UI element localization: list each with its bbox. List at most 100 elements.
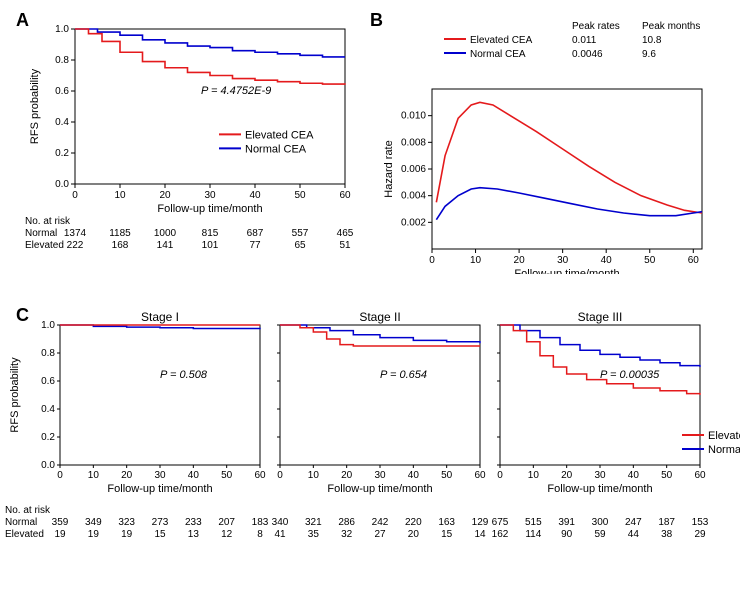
- svg-text:0.0: 0.0: [41, 460, 55, 471]
- svg-text:Elevated: Elevated: [25, 240, 64, 251]
- svg-text:323: 323: [118, 517, 135, 528]
- svg-text:30: 30: [557, 255, 569, 266]
- svg-text:30: 30: [204, 190, 216, 201]
- svg-text:0.002: 0.002: [401, 217, 426, 228]
- svg-text:32: 32: [341, 529, 353, 540]
- svg-text:1374: 1374: [64, 228, 87, 239]
- svg-text:40: 40: [601, 255, 613, 266]
- svg-text:Stage III: Stage III: [578, 310, 623, 324]
- svg-text:15: 15: [441, 529, 453, 540]
- svg-text:10: 10: [528, 470, 540, 481]
- svg-text:183: 183: [252, 517, 269, 528]
- svg-text:222: 222: [67, 240, 84, 251]
- svg-text:40: 40: [188, 470, 200, 481]
- svg-text:12: 12: [221, 529, 233, 540]
- svg-text:Follow-up time/month: Follow-up time/month: [327, 483, 432, 495]
- svg-text:0.008: 0.008: [401, 137, 426, 148]
- svg-text:0.011: 0.011: [572, 35, 597, 46]
- svg-text:Stage I: Stage I: [141, 310, 179, 324]
- svg-text:19: 19: [121, 529, 133, 540]
- svg-text:687: 687: [247, 228, 264, 239]
- svg-text:30: 30: [594, 470, 606, 481]
- svg-text:19: 19: [88, 529, 100, 540]
- svg-text:Normal: Normal: [5, 517, 37, 528]
- svg-text:300: 300: [592, 517, 609, 528]
- svg-text:815: 815: [202, 228, 219, 239]
- svg-text:0.6: 0.6: [55, 86, 69, 97]
- svg-text:0.6: 0.6: [41, 376, 55, 387]
- svg-text:286: 286: [338, 517, 355, 528]
- svg-text:77: 77: [249, 240, 261, 251]
- svg-text:168: 168: [112, 240, 129, 251]
- svg-text:163: 163: [438, 517, 455, 528]
- svg-text:50: 50: [294, 190, 306, 201]
- svg-text:129: 129: [472, 517, 489, 528]
- svg-text:10.8: 10.8: [642, 35, 662, 46]
- svg-text:65: 65: [294, 240, 306, 251]
- svg-text:No. at risk: No. at risk: [25, 216, 71, 227]
- svg-text:233: 233: [185, 517, 202, 528]
- svg-text:Hazard rate: Hazard rate: [383, 140, 395, 197]
- svg-text:38: 38: [661, 529, 673, 540]
- svg-text:0.4: 0.4: [55, 117, 69, 128]
- svg-text:90: 90: [561, 529, 573, 540]
- svg-text:41: 41: [274, 529, 286, 540]
- svg-text:Elevated CEA: Elevated CEA: [708, 430, 740, 442]
- svg-text:40: 40: [628, 470, 640, 481]
- svg-text:19: 19: [54, 529, 66, 540]
- svg-text:Normal CEA: Normal CEA: [470, 49, 526, 60]
- svg-text:0: 0: [429, 255, 435, 266]
- svg-text:321: 321: [305, 517, 322, 528]
- svg-text:50: 50: [441, 470, 453, 481]
- svg-text:Normal CEA: Normal CEA: [245, 143, 307, 155]
- svg-text:15: 15: [154, 529, 166, 540]
- svg-text:29: 29: [694, 529, 706, 540]
- svg-text:20: 20: [121, 470, 133, 481]
- svg-text:153: 153: [692, 517, 709, 528]
- svg-text:10: 10: [470, 255, 482, 266]
- svg-text:0: 0: [72, 190, 78, 201]
- svg-text:557: 557: [292, 228, 309, 239]
- svg-text:60: 60: [694, 470, 706, 481]
- svg-text:220: 220: [405, 517, 422, 528]
- svg-text:27: 27: [374, 529, 386, 540]
- svg-text:10: 10: [308, 470, 320, 481]
- svg-text:30: 30: [374, 470, 386, 481]
- svg-text:0.8: 0.8: [55, 55, 69, 66]
- svg-text:40: 40: [408, 470, 420, 481]
- svg-text:Normal: Normal: [25, 228, 57, 239]
- svg-text:P = 0.654: P = 0.654: [380, 369, 427, 381]
- svg-text:30: 30: [154, 470, 166, 481]
- svg-text:247: 247: [625, 517, 642, 528]
- svg-text:20: 20: [159, 190, 171, 201]
- svg-text:8: 8: [257, 529, 263, 540]
- svg-text:51: 51: [339, 240, 351, 251]
- svg-text:10: 10: [88, 470, 100, 481]
- svg-text:0.4: 0.4: [41, 404, 55, 415]
- svg-text:242: 242: [372, 517, 389, 528]
- svg-text:Peak rates: Peak rates: [572, 21, 620, 32]
- svg-text:Elevated: Elevated: [5, 529, 44, 540]
- svg-text:20: 20: [341, 470, 353, 481]
- svg-text:0.8: 0.8: [41, 348, 55, 359]
- svg-text:0: 0: [277, 470, 283, 481]
- svg-text:60: 60: [474, 470, 486, 481]
- svg-text:0.0: 0.0: [55, 179, 69, 190]
- svg-text:141: 141: [157, 240, 174, 251]
- svg-text:35: 35: [308, 529, 320, 540]
- svg-text:515: 515: [525, 517, 542, 528]
- svg-text:50: 50: [644, 255, 656, 266]
- svg-text:114: 114: [525, 529, 541, 540]
- svg-text:0: 0: [57, 470, 63, 481]
- svg-text:359: 359: [52, 517, 69, 528]
- svg-text:1185: 1185: [109, 228, 131, 239]
- svg-text:P = 0.00035: P = 0.00035: [600, 369, 660, 381]
- svg-text:Normal CEA: Normal CEA: [708, 444, 740, 456]
- svg-text:50: 50: [221, 470, 233, 481]
- svg-text:Peak months: Peak months: [642, 21, 700, 32]
- svg-text:Follow-up time/month: Follow-up time/month: [514, 268, 619, 274]
- svg-text:50: 50: [661, 470, 673, 481]
- svg-text:349: 349: [85, 517, 102, 528]
- svg-text:40: 40: [249, 190, 261, 201]
- svg-text:162: 162: [492, 529, 509, 540]
